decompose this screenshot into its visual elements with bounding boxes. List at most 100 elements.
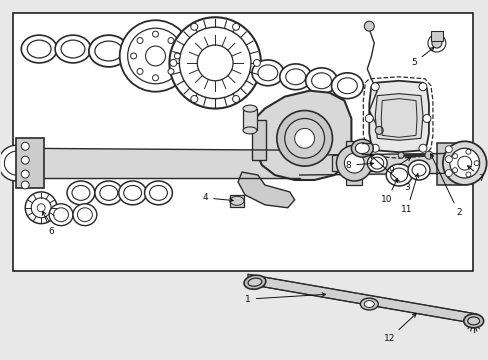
Ellipse shape [366,154,386,172]
Ellipse shape [243,105,256,112]
Circle shape [37,204,45,212]
Circle shape [442,141,486,185]
Text: 12: 12 [383,314,415,343]
Polygon shape [368,81,428,152]
Circle shape [145,46,165,66]
Ellipse shape [337,78,357,94]
Ellipse shape [77,208,92,222]
Circle shape [445,156,451,163]
Ellipse shape [463,314,483,328]
Circle shape [137,37,142,44]
Circle shape [445,170,451,176]
Circle shape [284,118,324,158]
Ellipse shape [55,35,91,63]
Bar [230,195,244,207]
Circle shape [21,156,29,164]
Ellipse shape [305,68,337,94]
Circle shape [232,95,239,103]
Circle shape [365,114,372,122]
Circle shape [452,168,457,172]
Ellipse shape [360,298,377,310]
Circle shape [449,148,479,178]
Ellipse shape [411,164,425,176]
Ellipse shape [285,69,305,85]
Circle shape [457,156,471,170]
Circle shape [370,144,379,152]
Ellipse shape [89,35,128,67]
Circle shape [418,83,426,91]
Ellipse shape [119,181,146,205]
Ellipse shape [331,73,363,99]
Polygon shape [238,172,294,208]
Ellipse shape [95,181,122,205]
Circle shape [120,20,191,92]
Circle shape [364,21,373,31]
Circle shape [424,151,432,159]
Circle shape [169,17,261,109]
Ellipse shape [123,185,142,201]
Ellipse shape [355,143,368,154]
Circle shape [431,38,441,48]
Circle shape [4,151,28,175]
Ellipse shape [100,185,118,201]
Ellipse shape [351,139,372,157]
Circle shape [276,111,332,166]
Ellipse shape [72,185,90,201]
Text: 3: 3 [369,155,409,193]
Ellipse shape [407,160,429,180]
Circle shape [137,68,142,75]
Circle shape [21,142,29,150]
Circle shape [31,198,51,218]
Text: 6: 6 [42,211,54,236]
Bar [243,109,256,130]
Text: 4: 4 [202,193,233,202]
Circle shape [370,83,379,91]
Circle shape [190,95,197,103]
Circle shape [422,114,430,122]
Circle shape [465,149,470,154]
Ellipse shape [149,185,167,201]
Ellipse shape [370,157,383,169]
Bar [13,13,472,271]
Circle shape [0,145,34,181]
Circle shape [25,192,57,224]
Circle shape [197,45,233,81]
Ellipse shape [230,196,244,205]
Bar [436,143,460,185]
Ellipse shape [390,168,407,182]
Circle shape [445,146,451,153]
Circle shape [21,170,29,178]
Circle shape [21,181,29,189]
Text: 2: 2 [429,154,461,217]
Circle shape [374,126,383,134]
Text: 1: 1 [244,293,325,303]
Ellipse shape [73,204,97,226]
Ellipse shape [279,64,311,90]
Polygon shape [247,274,476,324]
Circle shape [336,145,371,181]
Circle shape [473,161,478,166]
Circle shape [465,172,470,177]
Bar [332,155,375,171]
Ellipse shape [49,204,73,226]
Text: 10: 10 [381,179,397,204]
Polygon shape [254,91,351,180]
Ellipse shape [21,35,57,63]
Ellipse shape [67,181,95,205]
Text: 11: 11 [401,174,418,214]
Ellipse shape [27,40,51,58]
Circle shape [294,129,314,148]
Circle shape [152,75,158,81]
Circle shape [418,144,426,152]
Ellipse shape [144,181,172,205]
Text: 8: 8 [345,161,373,170]
Ellipse shape [257,65,277,81]
Text: 9: 9 [387,157,410,175]
Ellipse shape [61,40,85,58]
Text: 7: 7 [467,166,484,183]
Circle shape [168,68,174,75]
Ellipse shape [251,60,283,86]
Circle shape [397,152,403,158]
Polygon shape [374,94,422,140]
Ellipse shape [247,278,261,286]
